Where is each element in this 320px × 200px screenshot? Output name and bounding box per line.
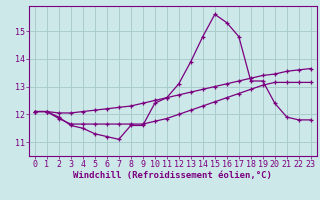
X-axis label: Windchill (Refroidissement éolien,°C): Windchill (Refroidissement éolien,°C) xyxy=(73,171,272,180)
